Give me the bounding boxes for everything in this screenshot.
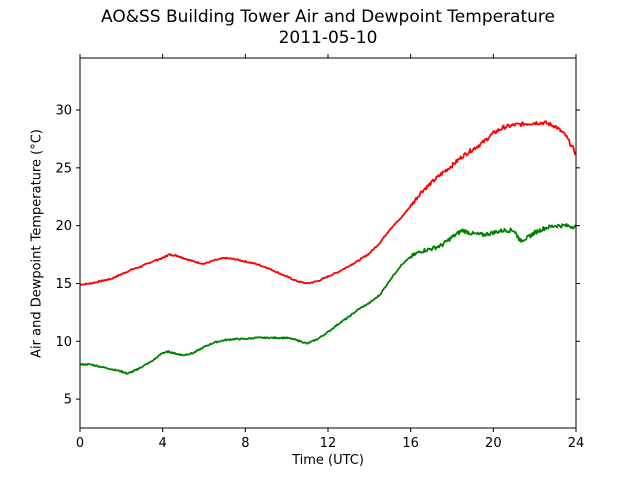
x-tick-label: 12	[320, 436, 337, 451]
y-tick-label: 10	[55, 335, 72, 350]
air-temperature-line	[79, 120, 577, 286]
plot-frame	[79, 57, 577, 429]
y-tick-label: 5	[64, 393, 72, 408]
x-axis-label: Time (UTC)	[292, 453, 364, 468]
y-tick-label: 25	[55, 161, 72, 176]
x-tick-label: 24	[568, 436, 585, 451]
x-tick-label: 0	[76, 436, 84, 451]
y-axis-label: Air and Dewpoint Temperature (°C)	[29, 129, 45, 358]
x-tick-label: 16	[402, 436, 419, 451]
chart-subtitle: 2011-05-10	[278, 28, 378, 48]
chart-title: AO&SS Building Tower Air and Dewpoint Te…	[100, 7, 555, 27]
y-tick-label: 20	[55, 219, 72, 234]
dewpoint-temperature-line	[79, 222, 577, 375]
x-tick-label: 4	[159, 436, 167, 451]
x-tick-label: 20	[485, 436, 502, 451]
y-tick-label: 30	[55, 104, 72, 119]
y-tick-label: 15	[55, 277, 72, 292]
x-tick-label: 8	[241, 436, 249, 451]
